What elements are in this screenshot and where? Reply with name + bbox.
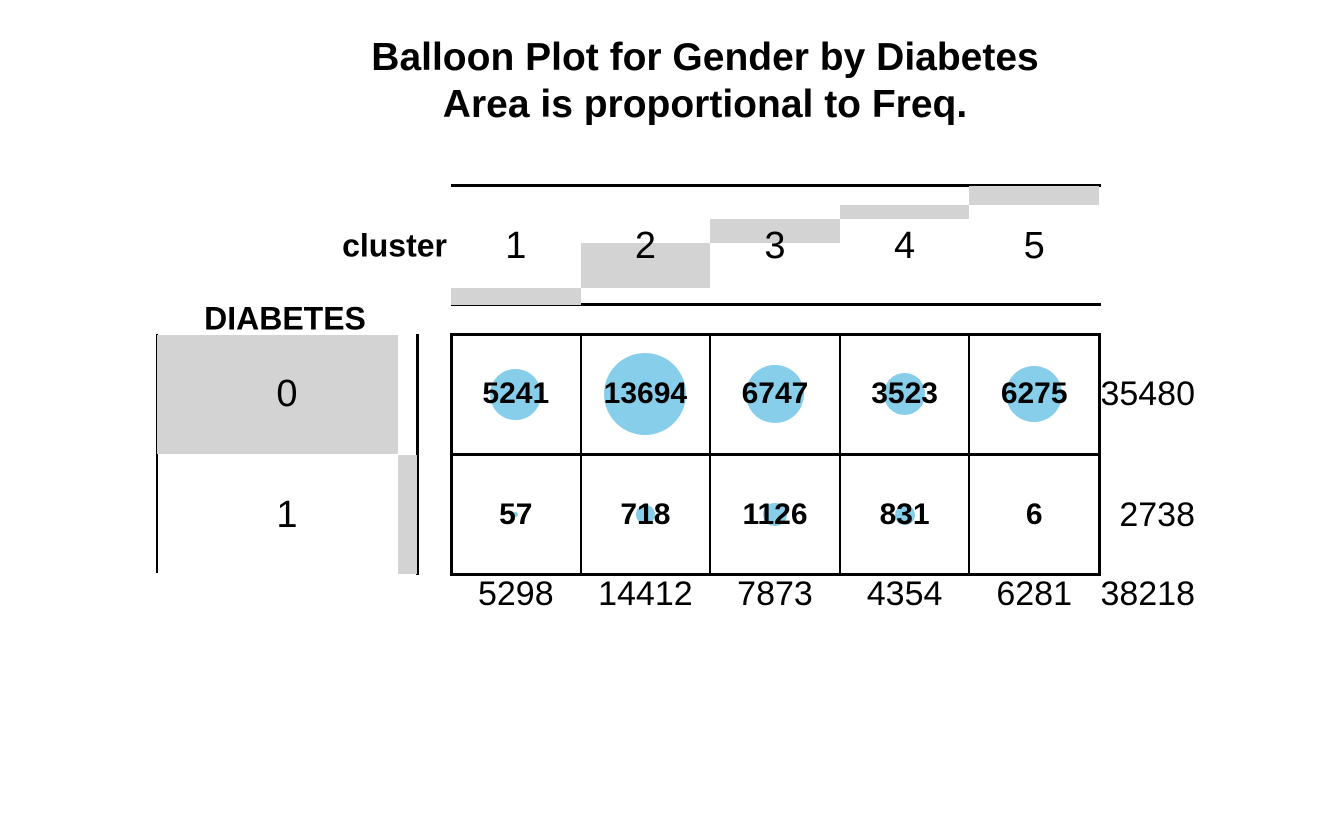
- column-level-label: 3: [764, 225, 786, 267]
- column-total: 6281: [996, 575, 1073, 613]
- row-level-label: 1: [276, 493, 298, 536]
- column-margin-bar: [969, 185, 1099, 206]
- column-margin-bar: [580, 243, 711, 289]
- column-level-label: 1: [505, 225, 527, 267]
- column-level-label: 5: [1023, 225, 1045, 267]
- row-total: 35480: [1100, 375, 1195, 414]
- row-margin-bar: [398, 455, 417, 575]
- column-header-top-rule: [451, 184, 1101, 187]
- plot-title: Balloon Plot for Gender by Diabetes Area…: [205, 34, 1205, 128]
- grid-inner-hline: [450, 453, 1101, 456]
- balloon: [1033, 513, 1036, 516]
- balloon: [513, 511, 519, 518]
- column-header-bottom-rule: [451, 303, 1101, 306]
- balloon: [883, 373, 926, 415]
- cell-value: 13694: [603, 377, 688, 411]
- column-margin-bar: [839, 205, 970, 219]
- balloon: [604, 353, 687, 436]
- balloon: [746, 365, 804, 423]
- balloon: [636, 505, 655, 524]
- cell-value: 3523: [871, 377, 938, 411]
- balloon: [490, 368, 542, 420]
- column-total: 5298: [477, 575, 554, 613]
- column-level-label: 4: [894, 225, 916, 267]
- column-total: 14412: [598, 575, 693, 613]
- cell-value: 6747: [741, 377, 809, 411]
- column-total: 7873: [737, 575, 813, 613]
- cell-value: 6275: [1000, 377, 1068, 411]
- row-variable-label: DIABETES: [204, 300, 366, 337]
- row-level-label: 0: [276, 373, 298, 416]
- plot-title-line1: Balloon Plot for Gender by Diabetes: [371, 36, 1039, 79]
- row-labels-axis-line: [416, 334, 419, 575]
- cell-value: 718: [620, 497, 671, 531]
- cell-value: 57: [499, 497, 533, 531]
- cell-value: 1126: [742, 497, 808, 531]
- row-total: 2738: [1119, 495, 1195, 534]
- column-total: 4354: [866, 575, 943, 613]
- cell-value: 831: [879, 497, 930, 531]
- balloon: [763, 502, 787, 527]
- column-margin-bar: [710, 218, 840, 244]
- balloon: [1006, 366, 1062, 422]
- grand-total: 38218: [1100, 575, 1195, 613]
- column-margin-bar: [451, 288, 581, 305]
- cell-value: 5241: [482, 377, 550, 411]
- balloon: [894, 504, 915, 525]
- cell-value: 6: [1025, 497, 1043, 531]
- plot-title-line2: Area is proportional to Freq.: [442, 83, 968, 126]
- row-margin-bar: [157, 335, 399, 454]
- column-level-label: 2: [634, 225, 656, 267]
- column-variable-label: cluster: [342, 227, 447, 264]
